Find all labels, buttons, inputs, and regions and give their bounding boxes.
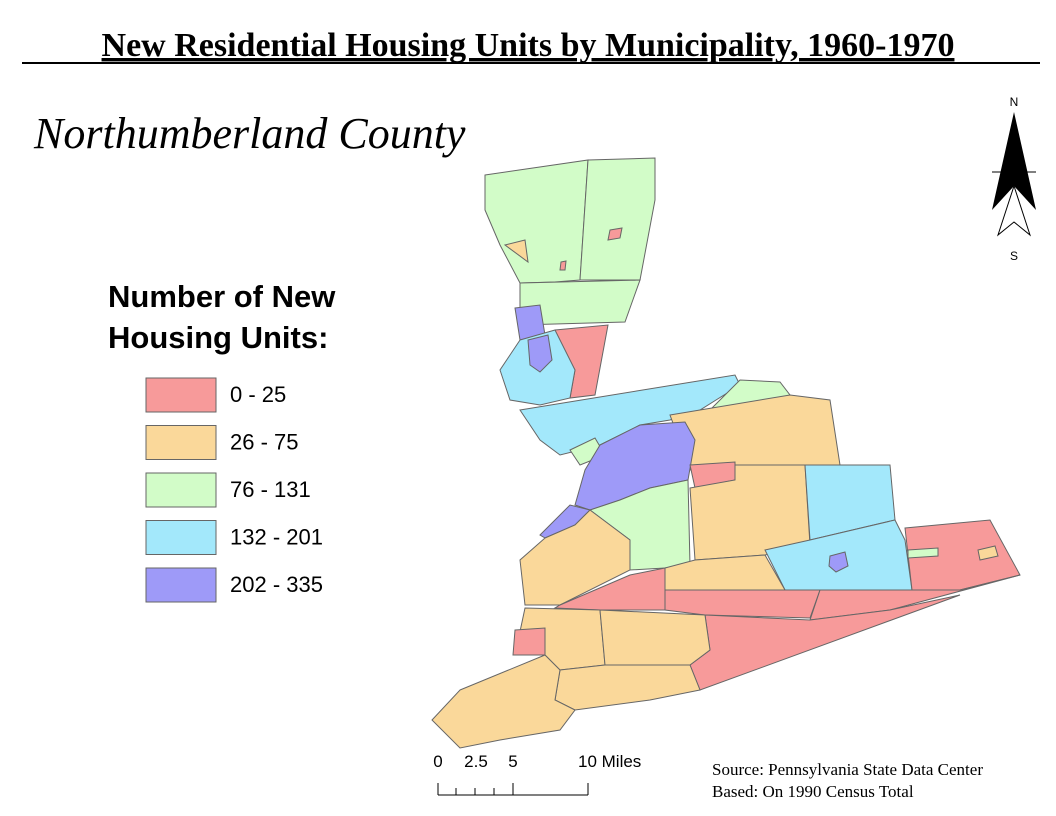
scale-label: 2.5 <box>464 752 488 771</box>
scale-bar: 0 2.5 5 10 Miles <box>433 752 641 796</box>
map-title: New Residential Housing Units by Municip… <box>102 27 955 64</box>
legend-swatch <box>145 520 217 555</box>
municipality <box>977 545 999 561</box>
legend: 0 - 25 26 - 75 76 - 131 132 - 201 202 - 335 <box>145 377 323 603</box>
municipality <box>907 547 939 559</box>
municipality <box>527 334 553 373</box>
legend-swatch <box>145 472 217 508</box>
municipality <box>664 589 821 619</box>
legend-swatch <box>145 567 217 603</box>
municipality <box>484 159 589 284</box>
municipality <box>559 260 567 271</box>
source-text: Source: Pennsylvania State Data Center <box>712 760 983 779</box>
municipalities <box>431 157 1021 749</box>
legend-swatch <box>145 377 217 413</box>
municipality <box>554 664 701 711</box>
map-subtitle: Northumberland County <box>33 109 466 158</box>
south-label: S <box>1010 249 1018 263</box>
municipality <box>579 157 656 281</box>
scale-label: 10 Miles <box>578 752 641 771</box>
source-text: Based: On 1990 Census Total <box>712 782 914 801</box>
legend-label: 202 - 335 <box>230 572 323 597</box>
municipality <box>828 551 849 573</box>
scale-label: 0 <box>433 752 442 771</box>
legend-swatch <box>145 425 217 460</box>
municipality <box>512 627 546 656</box>
municipality <box>599 609 711 666</box>
north-label: N <box>1010 95 1019 109</box>
scale-label: 5 <box>508 752 517 771</box>
municipality <box>519 374 741 456</box>
legend-title: Housing Units: <box>108 320 328 355</box>
municipality <box>431 654 576 749</box>
legend-label: 0 - 25 <box>230 382 286 407</box>
legend-label: 26 - 75 <box>230 430 299 455</box>
municipality <box>519 509 631 606</box>
legend-label: 76 - 131 <box>230 477 311 502</box>
legend-title: Number of New <box>108 279 336 314</box>
municipality <box>503 239 529 264</box>
legend-label: 132 - 201 <box>230 525 323 550</box>
municipality <box>607 227 623 241</box>
north-arrow: N S <box>992 95 1036 263</box>
